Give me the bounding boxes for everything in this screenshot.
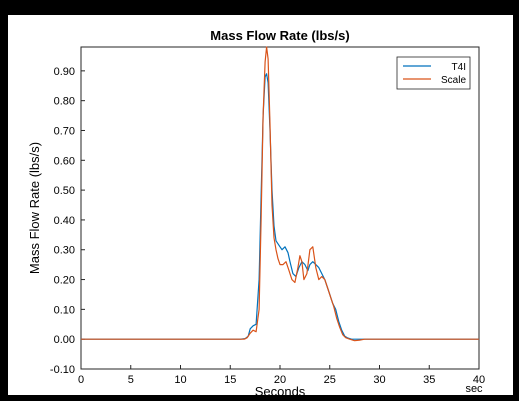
y-tick-label: 0.00 xyxy=(54,334,75,346)
y-tick-label: 0.40 xyxy=(54,215,75,227)
x-tick-label: 15 xyxy=(224,374,236,386)
x-axis-unit-label: sec xyxy=(465,383,483,395)
series-line-scale xyxy=(81,46,479,342)
x-axis-ticks: 0 5 10 15 20 25 30 35 40 xyxy=(78,365,485,386)
y-tick-label: 0.90 xyxy=(54,66,75,78)
legend-label: T4I xyxy=(452,62,466,73)
x-tick-label: 5 xyxy=(128,374,134,386)
legend-box xyxy=(396,56,471,90)
y-tick-label: 0.30 xyxy=(54,245,75,257)
chart-title: Mass Flow Rate (lbs/s) xyxy=(210,28,349,43)
legend-label: Scale xyxy=(441,75,466,86)
series-line-t4i xyxy=(81,73,479,340)
x-axis-label: Seconds xyxy=(255,384,306,399)
x-tick-label: 10 xyxy=(174,374,186,386)
y-tick-label: 0.60 xyxy=(54,155,75,167)
series-lines xyxy=(81,46,479,342)
y-axis-label: Mass Flow Rate (lbs/s) xyxy=(27,142,42,274)
legend: T4I Scale xyxy=(396,56,471,90)
y-tick-label: -0.10 xyxy=(50,364,75,376)
y-tick-label: 0.80 xyxy=(54,96,75,108)
y-tick-label: 0.10 xyxy=(54,304,75,316)
y-tick-label: 0.20 xyxy=(54,275,75,287)
x-tick-label: 35 xyxy=(423,374,435,386)
x-tick-label: 40 xyxy=(473,374,485,386)
y-axis-ticks: -0.10 0.00 0.10 0.20 0.30 0.40 0.50 0.60 0.70 0.8… xyxy=(50,66,85,376)
x-tick-label: 25 xyxy=(324,374,336,386)
y-tick-label: 0.70 xyxy=(54,125,75,137)
x-tick-label: 20 xyxy=(274,374,286,386)
axes-box xyxy=(80,46,480,370)
y-tick-label: 0.50 xyxy=(54,185,75,197)
x-tick-label: 30 xyxy=(373,374,385,386)
x-tick-label: 0 xyxy=(78,374,84,386)
